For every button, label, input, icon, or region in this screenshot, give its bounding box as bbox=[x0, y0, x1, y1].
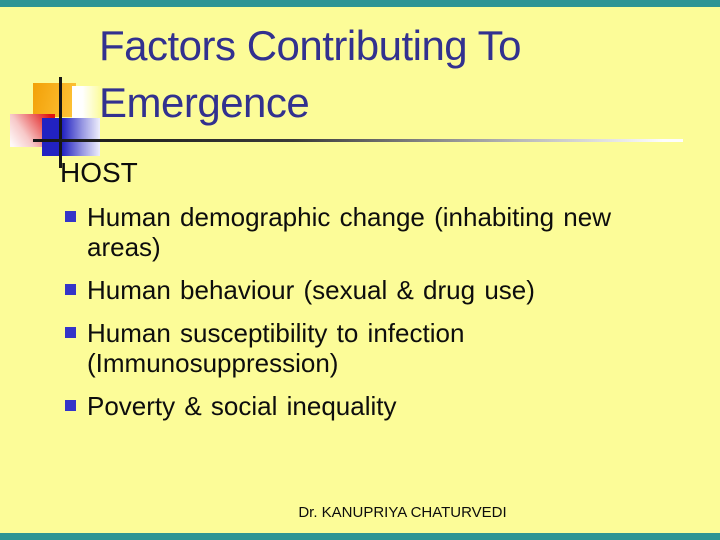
top-edge-bar bbox=[0, 0, 720, 7]
bullet-square-icon bbox=[65, 400, 76, 411]
bullet-line: Human susceptibility to infection bbox=[87, 318, 465, 348]
deco-orange-square bbox=[33, 83, 76, 117]
slide-title-line-1: Factors Contributing To bbox=[99, 22, 521, 69]
bullet-item-demographic-change: Human demographic change (inhabiting new… bbox=[60, 202, 670, 262]
deco-vertical-line bbox=[59, 77, 62, 168]
bullet-item-poverty-inequality: Poverty & social inequality bbox=[60, 391, 670, 421]
bullet-item-human-behaviour: Human behaviour (sexual & drug use) bbox=[60, 275, 670, 305]
section-heading-host: HOST bbox=[60, 157, 138, 188]
bullet-line: Human demographic change (inhabiting new bbox=[87, 202, 611, 232]
bullet-line: Human behaviour (sexual & drug use) bbox=[87, 275, 535, 305]
slide-title-line-2: Emergence bbox=[99, 79, 310, 126]
bullet-square-icon bbox=[65, 211, 76, 222]
bullet-line: areas) bbox=[87, 232, 161, 262]
deco-blue-square bbox=[42, 118, 100, 156]
bullet-square-icon bbox=[65, 284, 76, 295]
bullet-line: (Immunosuppression) bbox=[87, 348, 339, 378]
bottom-edge-bar bbox=[0, 533, 720, 540]
deco-white-square bbox=[72, 86, 102, 118]
footer-credit: Dr. KANUPRIYA CHATURVEDI bbox=[298, 504, 507, 521]
bullet-square-icon bbox=[65, 327, 76, 338]
title-divider-line bbox=[33, 139, 683, 142]
bullet-item-susceptibility: Human susceptibility to infection (Immun… bbox=[60, 318, 670, 378]
slide-body: HOST Human demographic change (inhabitin… bbox=[60, 156, 670, 434]
bullet-line: Poverty & social inequality bbox=[87, 391, 397, 421]
slide-title: Factors Contributing To Emergence bbox=[99, 17, 699, 131]
